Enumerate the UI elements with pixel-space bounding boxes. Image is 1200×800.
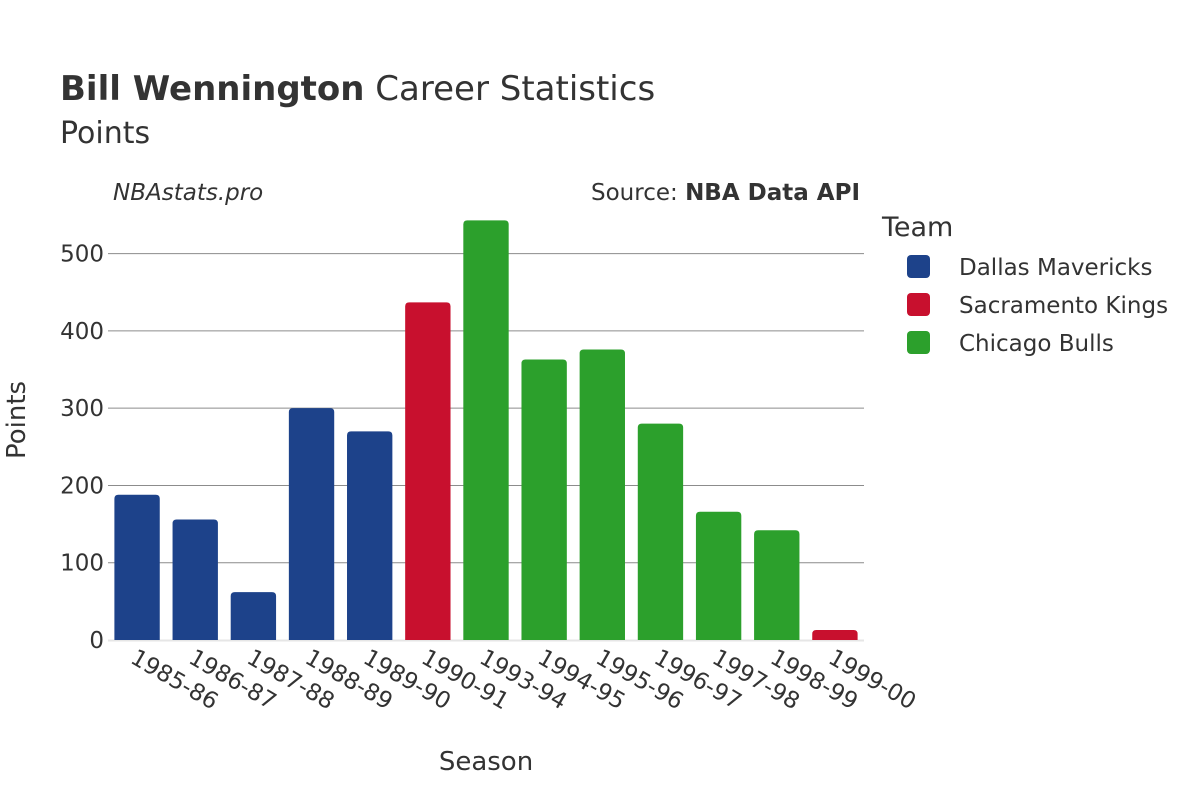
legend-item-label: Dallas Mavericks (959, 255, 1152, 281)
bar-1988-89 (288, 408, 335, 640)
chart-title: Bill Wennington Career Statistics (60, 69, 655, 109)
y-tick-label: 500 (60, 242, 104, 268)
bar-1995-96 (579, 349, 625, 640)
legend-item-label: Chicago Bulls (959, 331, 1114, 357)
x-axis-ticks: 1985-861986-871987-881988-891989-901990-… (126, 645, 920, 716)
chart-subtitle: Points (60, 116, 150, 151)
chart-title-rest: Career Statistics (365, 69, 656, 109)
bars (114, 220, 858, 640)
y-tick-label: 200 (60, 473, 104, 499)
y-tick-label: 400 (60, 319, 104, 345)
bar-1999-00 (812, 629, 858, 640)
legend-swatch (907, 331, 930, 354)
legend: Team Dallas Mavericks Sacramento Kings Chi… (881, 212, 1168, 357)
bar-1998-99 (754, 530, 800, 640)
bar-1987-88 (230, 592, 277, 640)
x-axis-title: Season (439, 747, 533, 777)
y-tick-label: 0 (89, 628, 104, 654)
legend-swatch (907, 255, 930, 278)
bar-1996-97 (637, 423, 684, 640)
chart-title-bold: Bill Wennington (60, 69, 365, 109)
credit-right-bold: NBA Data API (685, 180, 860, 206)
bar-1993-94 (463, 220, 509, 640)
bar-1997-98 (695, 511, 742, 640)
y-tick-label: 100 (60, 551, 104, 577)
bar-1986-87 (172, 519, 218, 640)
bar-1994-95 (521, 359, 567, 640)
legend-title: Team (881, 212, 953, 243)
legend-item-label: Sacramento Kings (959, 293, 1168, 319)
credit-right-prefix: Source: (591, 180, 685, 206)
credit-right: Source: NBA Data API (591, 180, 860, 206)
bar-1990-91 (405, 302, 451, 640)
bar-1985-86 (114, 494, 160, 640)
y-axis-ticks: 0 100 200 300 400 500 (60, 242, 104, 654)
legend-swatch (907, 293, 930, 316)
y-tick-label: 300 (60, 396, 104, 422)
bar-1989-90 (347, 431, 393, 640)
y-axis-title: Points (2, 381, 32, 459)
credit-left: NBAstats.pro (113, 180, 263, 206)
